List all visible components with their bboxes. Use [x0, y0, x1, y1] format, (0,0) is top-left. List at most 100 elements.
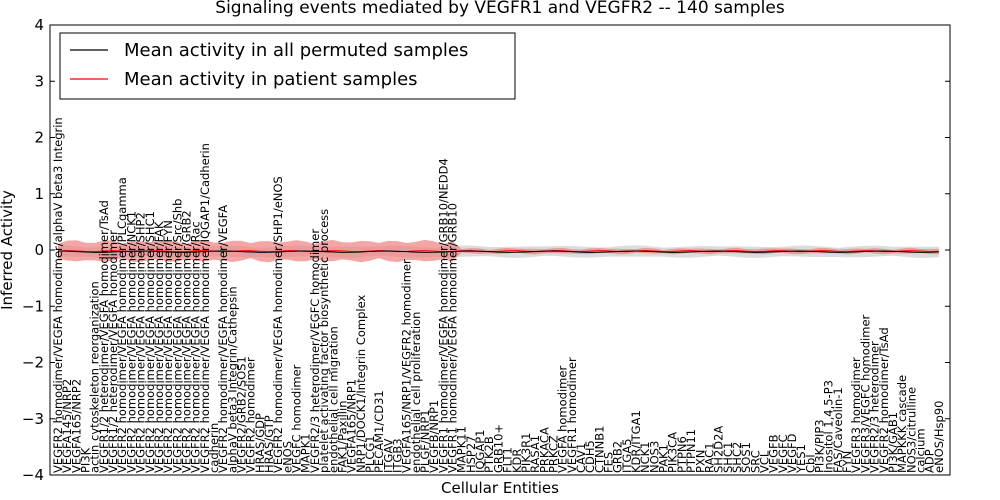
- entity-label: VEGFR2 homodimer/VEGFA homodimer/Rac: [189, 221, 203, 473]
- entity-label: ITGAV: [381, 439, 395, 473]
- legend-box: [59, 32, 516, 100]
- entity-label: Cbl: [803, 454, 817, 473]
- entity-label: actin cytoskeleton reorganization: [88, 281, 102, 473]
- entity-label: VEGFR1 homodimer/VEGFA homodimer/GRB10/N…: [436, 158, 450, 473]
- entity-label: VEGFR2 homodimer: [244, 357, 258, 473]
- x-axis-label: Cellular Entities: [441, 479, 559, 497]
- entity-label: ADP: [923, 449, 937, 473]
- entity-label: PXN: [693, 450, 707, 473]
- entity-label: VEGFR2 homodimer/VEGFA homodimer/SHP2: [134, 212, 148, 473]
- entity-label: NRP1/DOCK1/Integrin Complex: [354, 295, 368, 473]
- y-tick-label: 0: [34, 241, 44, 259]
- y-tick-label: −4: [22, 466, 44, 484]
- entity-label: VEGFR3/VEGFC homodimer: [858, 314, 872, 473]
- entity-label: alphaV beta3 Integrin/Cathepsin: [225, 286, 239, 473]
- entity-label: eNOS/Hsp90: [932, 401, 946, 473]
- line-permuted: [57, 250, 939, 253]
- entity-label: PI3K/PIP3: [813, 419, 827, 473]
- entity-label: PAK1: [657, 444, 671, 473]
- y-tick-label: −3: [22, 410, 44, 428]
- entity-label: PI3K: [79, 447, 93, 473]
- legend-label-patient: Mean activity in patient samples: [124, 69, 418, 90]
- y-axis-label: Inferred Activity: [0, 190, 16, 310]
- entity-label: PTK2B: [482, 436, 496, 473]
- entity-label: VEGFD: [785, 433, 799, 473]
- entity-label: VEGFR2 homodimer/VEGFA homodimer/IQGAP1/…: [198, 143, 212, 473]
- entity-label: RAC1: [702, 442, 716, 473]
- entity-label: VEGFR2 homodimer/VEGFA homodimer/VEGFA: [216, 205, 230, 473]
- entity-label: PIK3CA: [666, 432, 680, 473]
- entity-label: VEGFR2 homodimer/VEGFA homodimer/alphaV …: [51, 117, 65, 473]
- legend-label-permuted: Mean activity in all permuted samples: [124, 40, 468, 61]
- entity-label: VEGFC: [776, 434, 790, 473]
- entity-label: calcium: [913, 428, 927, 473]
- y-tick-label: 4: [34, 16, 44, 34]
- entity-label: KDR: [510, 449, 524, 473]
- entity-label: PIK3R1: [519, 433, 533, 474]
- entity-label: VEGFA165/NRP1: [345, 379, 359, 473]
- entity-label: PRKCZ: [546, 435, 560, 473]
- plot-frame: [49, 24, 951, 476]
- entity-label: VEGFB: [767, 434, 781, 473]
- entity-label: NOS3: [647, 441, 661, 473]
- entity-label: VCL: [757, 450, 771, 473]
- entity-label: FES: [602, 452, 616, 473]
- entity-label: VEGFR1/2 heterodimer/VEGFA homodimer/TsA…: [97, 200, 111, 473]
- entity-label: PTPN6: [675, 436, 689, 473]
- entity-label: MAPKKK cascade: [895, 375, 909, 473]
- entity-label: RASA1: [528, 435, 542, 473]
- entity-label: PI3K/GAB1: [886, 412, 900, 473]
- legend: Mean activity in all permuted samples Me…: [59, 32, 516, 100]
- entity-label: FAS/Caveolin-1: [831, 387, 845, 473]
- y-tick-label: −2: [22, 354, 44, 372]
- entity-label: PLCG1: [363, 435, 377, 473]
- entity-label: VEGFR2/3 heterodimer/VEGFC homodimer: [308, 229, 322, 473]
- entity-label: FYN: [840, 451, 854, 473]
- entity-label: GRB2: [611, 441, 625, 473]
- entity-label: CTNNB1: [592, 426, 606, 473]
- entity-label: NOS3/citrulline: [904, 387, 918, 473]
- entity-label: PLGF/NRP1: [418, 409, 432, 473]
- entity-label: ITGB3: [390, 438, 404, 473]
- entity-label: YES1: [794, 444, 808, 474]
- entity-label: HSP27: [464, 435, 478, 473]
- entity-label: endothelial cell migration: [326, 326, 340, 473]
- entity-label: PTPN11: [684, 429, 698, 473]
- entity-label: SH2D2A: [712, 426, 726, 473]
- entity-label: NCK1: [638, 442, 652, 474]
- entity-label: GRB10+: [491, 424, 505, 473]
- entity-label: VEGFR2 homodimer/VEGFA homodimer/SHP1/eN…: [271, 176, 285, 473]
- y-tick-label: −1: [22, 297, 44, 315]
- entity-label: VEGFC homodimer: [290, 364, 304, 473]
- entity-label: platelet activating factor biosynthetic …: [317, 209, 331, 473]
- entity-label: eNOS: [280, 441, 294, 473]
- entity-label: MAPK1: [299, 433, 313, 473]
- entity-label: VEGFR2 homodimer/VEGFA homodimer/PLCgamm…: [115, 177, 129, 473]
- entity-label: VEGFR2 homodimer/VEGFA homodimer/FYN: [161, 220, 175, 473]
- entity-label: PECAM1/CD31: [372, 390, 386, 473]
- entity-label: VEGFA homodimer: [556, 366, 570, 473]
- entity-label: HRAS/GTP: [262, 415, 276, 473]
- entity-labels: VEGFR2 homodimer/VEGFA homodimer/alphaV …: [51, 117, 946, 474]
- entity-label: SRC: [748, 450, 762, 473]
- entity-label: VEGFR2 homodimer/VEGFA homodimer/Src/Shb: [170, 199, 184, 473]
- entity-label: cadherin: [207, 423, 221, 473]
- entity-label: SOS1: [739, 442, 753, 473]
- entity-label: VEGFB/NRP1: [427, 400, 441, 473]
- entity-label: IQGAP1: [473, 430, 487, 473]
- entity-label: FAK1/Paxillin: [335, 401, 349, 474]
- entity-label: VEGFR2 homodimer/VEGFA homodimer/FAK: [152, 221, 166, 473]
- entity-label: Inositol 1,4,5-P3: [822, 380, 836, 473]
- entity-label: KDR/ITGA1: [629, 410, 643, 473]
- chart-title: Signaling events mediated by VEGFR1 and …: [215, 0, 785, 18]
- entity-label: VEGFA165/NRP2: [69, 379, 83, 473]
- entity-label: VEGFR1 homodimer/VEGFA homodimer/GRB10: [446, 203, 460, 473]
- entity-label: VEGFR2 homodimer/VEGFA homodimer/NCK1: [124, 211, 138, 473]
- entity-label: SHC2: [730, 442, 744, 473]
- entity-label: VEGFR3 homodimer: [849, 357, 863, 473]
- entity-label: SHC1: [721, 442, 735, 473]
- y-ticks: −4 −3 −2 −1 0 1 2 3 4: [22, 16, 950, 484]
- entity-label: VEGFR1/2 heterodimer/VEGFA homodimer: [106, 230, 120, 473]
- entity-label: VEGFA145/NRP2: [60, 379, 74, 473]
